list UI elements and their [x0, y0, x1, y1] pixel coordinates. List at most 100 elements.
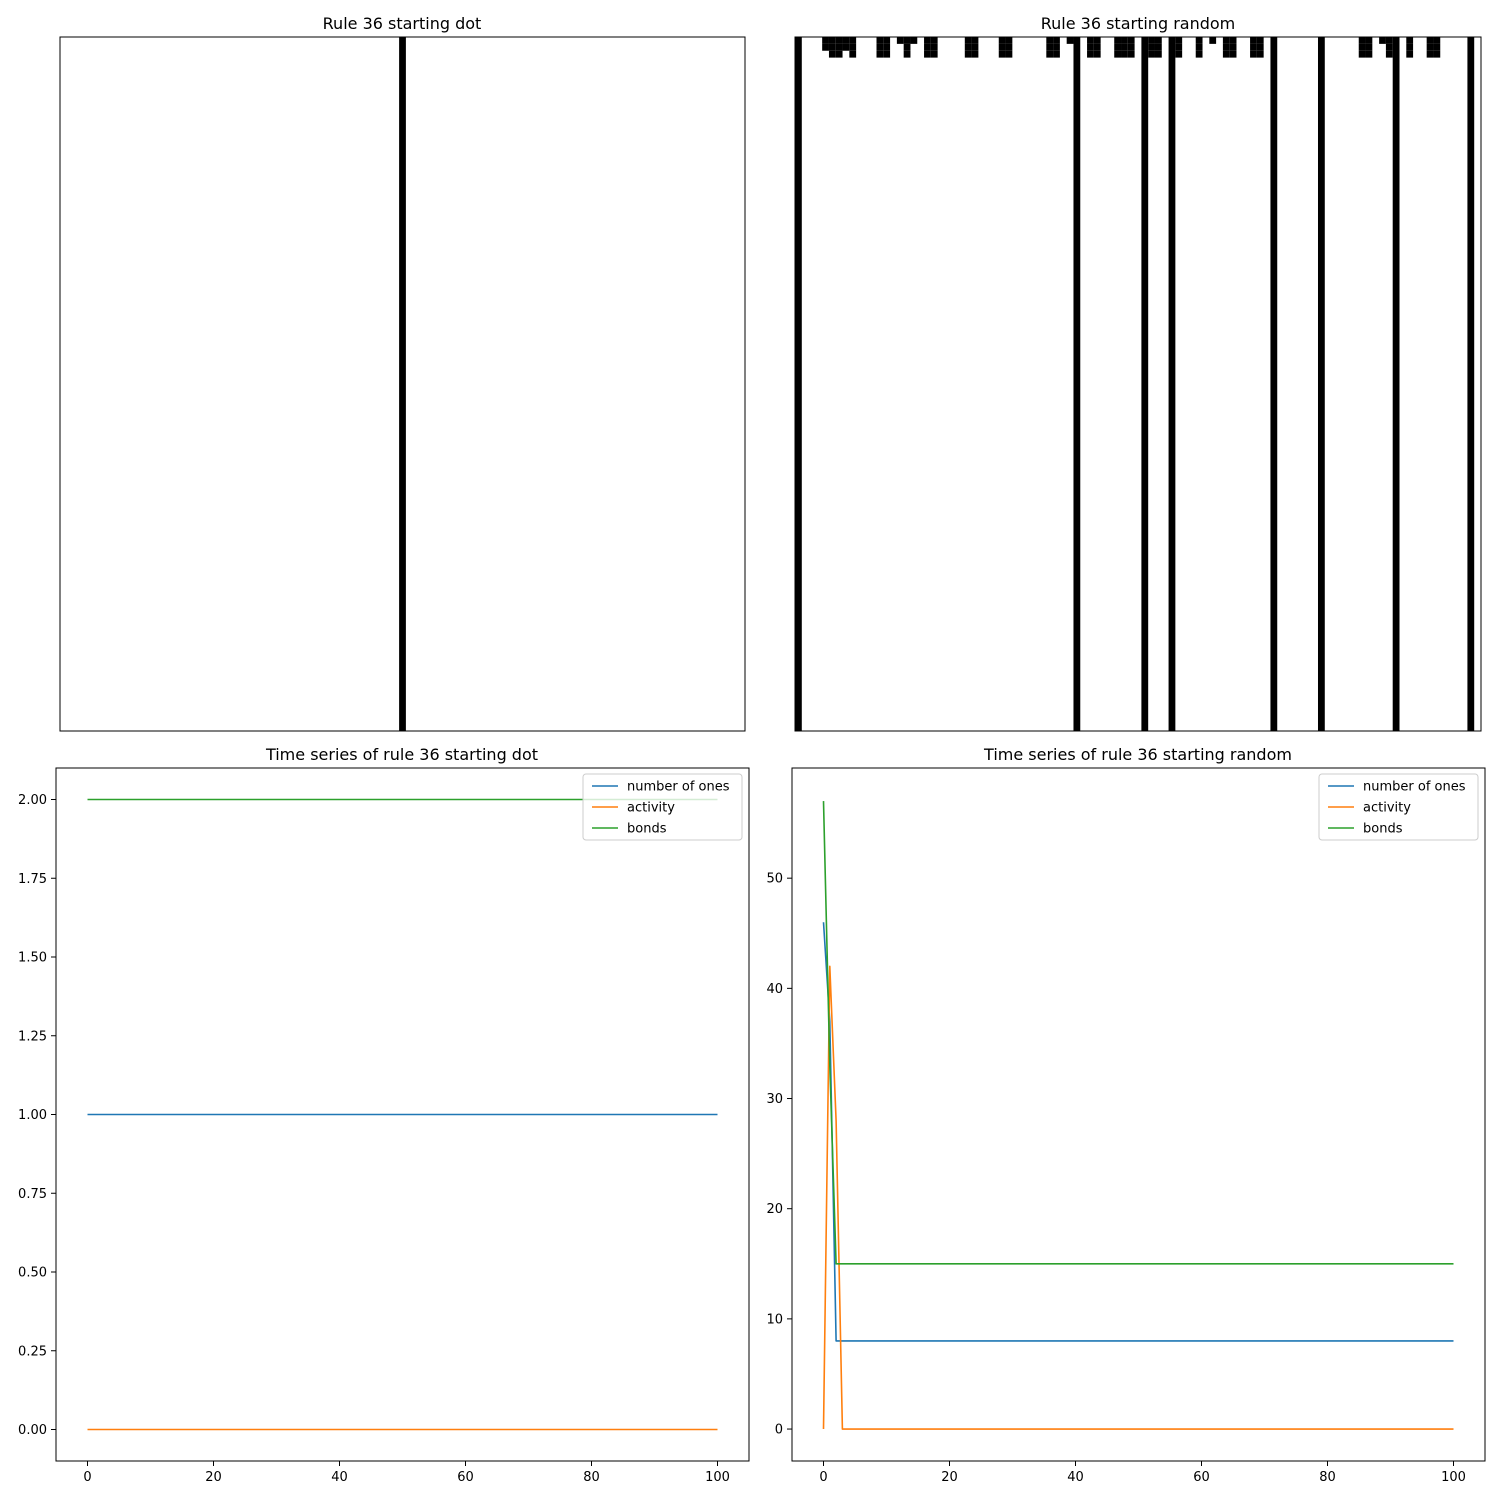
legend-label: bonds — [627, 822, 667, 837]
cell — [998, 43, 1006, 51]
cell — [1433, 43, 1441, 51]
cell — [1222, 50, 1230, 58]
cell — [849, 37, 857, 44]
legend-label: activity — [627, 801, 675, 816]
cell — [924, 50, 931, 58]
timeseries-dot-legend: number of ones activity bonds — [582, 773, 743, 841]
cell — [1250, 50, 1257, 58]
y-tick-label: 1.50 — [18, 951, 47, 966]
y-tick-label: 0.00 — [18, 1423, 47, 1438]
cell — [822, 43, 829, 51]
cell — [1114, 37, 1122, 44]
y-tick-label: 20 — [766, 1202, 783, 1217]
cell — [1127, 50, 1135, 58]
y-tick-label: 1.00 — [18, 1108, 47, 1123]
rule36-dot-title: Rule 36 starting dot — [323, 14, 482, 33]
cell — [964, 50, 972, 58]
cell — [1358, 50, 1366, 58]
cell — [1433, 37, 1441, 44]
cell — [896, 37, 904, 44]
cell — [903, 43, 911, 51]
cell — [883, 50, 891, 58]
cell — [1175, 43, 1183, 51]
x-tick-label: 0 — [819, 1470, 827, 1485]
cell-column — [1168, 37, 1176, 731]
cell — [1209, 37, 1217, 44]
cell — [828, 50, 836, 58]
cell — [1148, 43, 1155, 51]
cell — [971, 43, 979, 51]
cell — [1148, 50, 1155, 58]
cell — [1426, 37, 1434, 44]
cell — [1222, 37, 1230, 44]
cell-column — [1467, 37, 1475, 731]
cell — [971, 37, 979, 44]
cell — [1066, 37, 1074, 44]
cell — [1093, 37, 1101, 44]
cell — [883, 37, 891, 44]
cell — [1426, 43, 1434, 51]
x-tick-label: 20 — [205, 1470, 222, 1485]
cell — [1154, 37, 1162, 44]
cell — [835, 37, 843, 44]
timeseries-dot-axes: 0 20 40 60 80 100 0.00 0.25 0.50 0.75 1.00 1.25 1.50… — [18, 793, 730, 1485]
cell — [1229, 37, 1237, 44]
rule36-dot-cells — [399, 37, 406, 731]
cell — [1053, 43, 1060, 51]
cell — [835, 43, 843, 51]
cell — [903, 50, 911, 58]
y-tick-label: 2.00 — [18, 793, 47, 808]
x-tick-label: 40 — [1067, 1470, 1084, 1485]
cell — [1229, 50, 1237, 58]
legend-label: bonds — [1363, 822, 1403, 837]
cell — [1406, 37, 1414, 44]
legend-label: activity — [1363, 801, 1411, 816]
cell — [1127, 43, 1135, 51]
cell — [1379, 37, 1386, 44]
cell — [1046, 43, 1054, 51]
cell — [1093, 50, 1101, 58]
cell — [1385, 43, 1393, 51]
cell — [828, 43, 836, 51]
cell — [924, 37, 931, 44]
legend-box — [582, 773, 743, 841]
y-tick-label: 0.50 — [18, 1266, 47, 1281]
y-tick-label: 1.25 — [18, 1029, 47, 1044]
cell — [1148, 37, 1155, 44]
cell — [1093, 43, 1101, 51]
y-tick-label: 1.75 — [18, 872, 47, 887]
cell-column — [795, 37, 802, 731]
y-tick-label: 0.75 — [18, 1187, 47, 1202]
rule36-random-cells — [795, 37, 1475, 731]
rule36-dot-heatmap: Rule 36 starting dot — [59, 14, 746, 732]
cell — [1175, 37, 1183, 44]
cell — [1005, 37, 1013, 44]
rule36-random-title: Rule 36 starting random — [1041, 14, 1236, 33]
cell — [964, 37, 972, 44]
x-tick-label: 40 — [331, 1470, 348, 1485]
cell-column — [1073, 37, 1081, 731]
cell — [822, 37, 829, 44]
cell — [835, 50, 843, 58]
cell — [1426, 50, 1434, 58]
cell — [883, 43, 891, 51]
cell — [998, 50, 1006, 58]
cell-column — [1392, 37, 1400, 731]
cell — [1195, 43, 1203, 51]
cell-column — [1270, 37, 1278, 731]
cell — [849, 43, 857, 51]
cell — [1358, 43, 1366, 51]
cell-column — [1317, 37, 1325, 731]
cell — [1046, 37, 1054, 44]
cell — [1121, 37, 1128, 44]
cell-column — [399, 37, 406, 731]
cell — [930, 43, 938, 51]
timeseries-random-lines — [822, 801, 1454, 1430]
timeseries-random-title: Time series of rule 36 starting random — [983, 745, 1292, 764]
rule36-random-heatmap: Rule 36 starting random — [794, 14, 1482, 732]
cell — [1365, 50, 1373, 58]
cell — [1154, 50, 1162, 58]
cell — [964, 43, 972, 51]
rule36-dot-frame — [59, 36, 746, 732]
